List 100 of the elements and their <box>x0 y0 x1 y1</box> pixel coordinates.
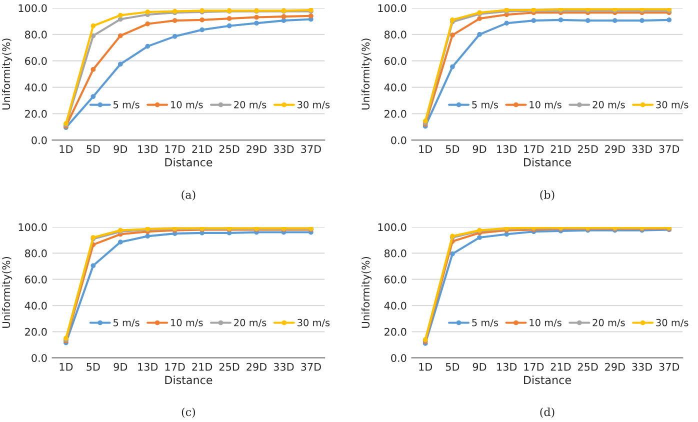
y-tick-label: 0.0 <box>391 354 406 362</box>
x-tick-label: 37D <box>301 145 321 154</box>
x-axis-title: Distance <box>165 376 212 384</box>
x-tick-label: 5D <box>86 363 100 371</box>
y-tick-label: 60.0 <box>25 57 47 65</box>
legend-label: 5 m/s <box>114 319 140 328</box>
y-tick-label: 100.0 <box>18 223 47 232</box>
point <box>254 14 259 20</box>
text: (a) <box>182 190 196 200</box>
text: (b) <box>540 190 554 200</box>
point <box>90 263 96 268</box>
y-axis-title: Uniformity(%) <box>2 257 12 328</box>
y-tick-label: 80.0 <box>384 30 406 39</box>
legend-label: 20 m/s <box>234 318 266 328</box>
x-tick-label: 25D <box>578 145 598 154</box>
x-tick-label: 9D <box>472 362 486 371</box>
x-tick-label: 33D <box>632 362 652 371</box>
x-tick-label: 37D <box>301 362 321 371</box>
x-axis-title: Distance <box>165 158 212 166</box>
point <box>450 64 455 70</box>
x-tick-label: 5D <box>446 363 460 371</box>
point <box>200 27 204 32</box>
point <box>640 18 644 23</box>
y-tick-label: 0.0 <box>391 136 406 144</box>
point <box>450 251 455 256</box>
legend-label: 5 m/s <box>472 101 498 110</box>
x-tick-label: 13D <box>138 362 158 371</box>
x-tick-label: 33D <box>632 145 652 154</box>
y-tick-label: 20.0 <box>25 110 47 118</box>
x-tick-label: 13D <box>497 145 517 154</box>
legend-label: 30 m/s <box>656 100 688 110</box>
point <box>612 18 618 23</box>
point <box>172 18 178 23</box>
y-tick-label: 80.0 <box>25 30 47 39</box>
legend-label: 20 m/s <box>592 318 625 328</box>
x-tick-label: 37D <box>659 145 680 154</box>
x-tick-label: 17D <box>524 145 544 153</box>
point <box>118 62 123 67</box>
x-tick-label: 13D <box>138 145 158 154</box>
point <box>145 234 150 239</box>
point <box>585 18 590 23</box>
point <box>226 23 232 28</box>
point <box>450 32 455 38</box>
x-tick-label: 9D <box>114 145 128 154</box>
point <box>558 17 564 22</box>
legend-label: 10 m/s <box>171 100 203 110</box>
x-tick-label: 29D <box>605 145 625 154</box>
point <box>200 17 204 22</box>
y-tick-label: 40.0 <box>384 83 406 92</box>
x-tick-label: 21D <box>192 145 212 153</box>
y-tick-label: 40.0 <box>384 302 406 310</box>
point <box>477 16 482 22</box>
x-tick-label: 17D <box>165 363 185 371</box>
legend-label: 20 m/s <box>234 100 266 110</box>
point <box>145 10 150 14</box>
point <box>477 235 482 240</box>
legend-label: 30 m/s <box>656 318 688 328</box>
x-tick-label: 29D <box>605 362 625 371</box>
y-tick-label: 60.0 <box>384 57 406 65</box>
legend-label: 5 m/s <box>114 101 140 110</box>
x-axis-title: Distance <box>524 158 571 166</box>
y-tick-label: 100.0 <box>18 4 47 12</box>
x-tick-label: 1D <box>419 363 432 371</box>
point <box>118 240 123 245</box>
x-tick-label: 17D <box>524 363 544 371</box>
legend-label: 10 m/s <box>171 318 203 328</box>
x-tick-label: 33D <box>274 362 294 371</box>
x-tick-label: 25D <box>219 145 240 154</box>
legend-label: 10 m/s <box>530 318 562 328</box>
y-tick-label: 80.0 <box>25 249 47 258</box>
x-tick-label: 29D <box>246 145 267 154</box>
y-tick-label: 100.0 <box>378 4 406 12</box>
y-tick-label: 0.0 <box>32 136 47 144</box>
point <box>281 14 286 20</box>
y-tick-label: 60.0 <box>25 276 47 284</box>
x-tick-label: 25D <box>578 362 598 371</box>
point <box>308 14 314 18</box>
y-tick-label: 0.0 <box>32 354 47 362</box>
x-tick-label: 21D <box>550 145 571 153</box>
point <box>145 44 150 49</box>
legend-label: 5 m/s <box>472 319 498 328</box>
y-tick-label: 40.0 <box>24 83 47 92</box>
point <box>90 23 96 28</box>
y-tick-label: 20.0 <box>25 328 47 336</box>
y-axis-title: Uniformity(%) <box>362 257 372 328</box>
point <box>254 20 259 26</box>
point <box>118 12 123 18</box>
y-tick-label: 20.0 <box>384 328 406 336</box>
point <box>90 67 96 72</box>
x-tick-label: 5D <box>446 145 460 154</box>
legend-label: 30 m/s <box>298 100 330 110</box>
point <box>118 16 123 22</box>
point <box>531 18 536 23</box>
x-tick-label: 25D <box>219 362 240 371</box>
point <box>118 33 123 38</box>
point <box>226 16 232 22</box>
legend-label: 20 m/s <box>592 100 625 110</box>
y-tick-label: 40.0 <box>24 302 47 310</box>
point <box>666 17 672 22</box>
text: (d) <box>540 408 554 418</box>
